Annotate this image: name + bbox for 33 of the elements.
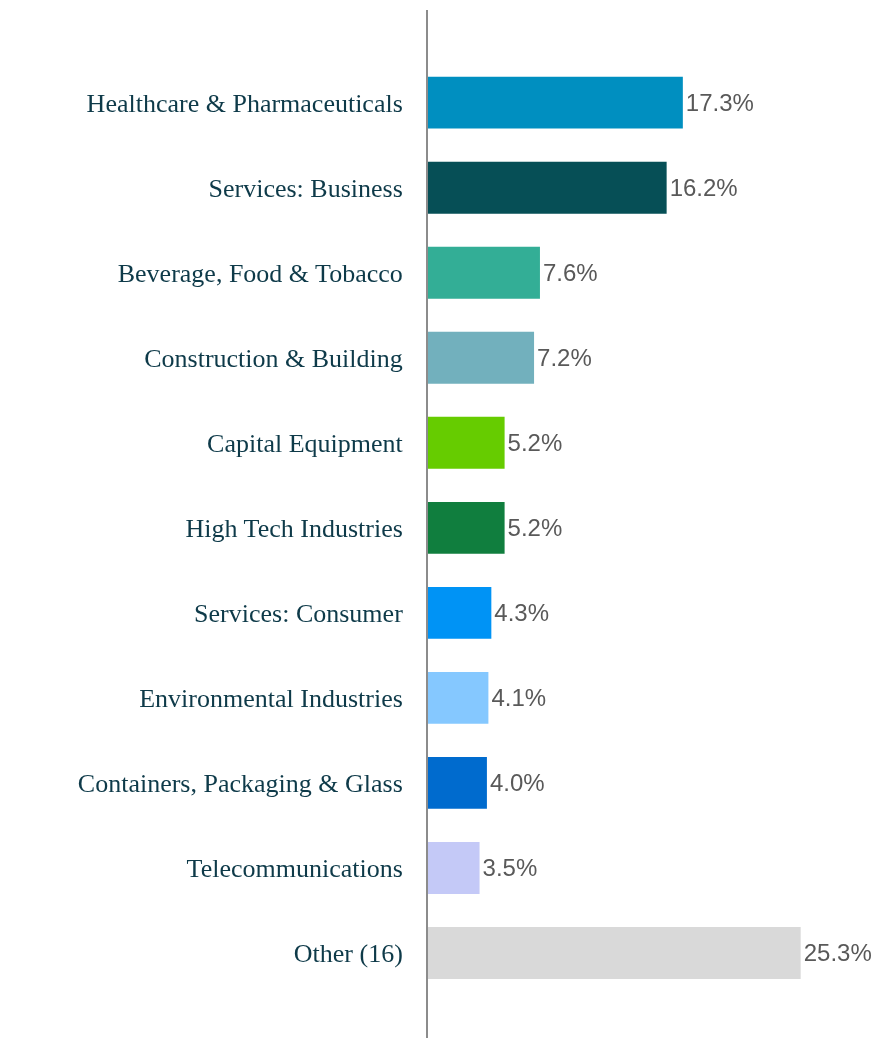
bar <box>428 756 487 809</box>
y-tick-label: Telecommunications <box>186 854 403 884</box>
data-label: 4.0% <box>489 769 545 797</box>
data-label: 17.3% <box>685 89 754 117</box>
bar <box>428 671 489 724</box>
bar <box>428 76 683 129</box>
y-tick-label: Construction & Building <box>144 343 403 373</box>
y-tick-label: Containers, Packaging & Glass <box>77 769 403 799</box>
bar <box>428 927 801 979</box>
y-tick-label: Services: Business <box>208 173 403 203</box>
bar <box>428 246 540 299</box>
bar <box>428 416 505 469</box>
data-label: 4.3% <box>494 599 550 627</box>
y-tick-label: Other (16) <box>293 939 403 969</box>
y-tick-label: Beverage, Food & Tobacco <box>117 258 403 288</box>
y-tick-label: High Tech Industries <box>185 513 403 543</box>
bar <box>428 501 505 554</box>
data-label: 5.2% <box>507 514 563 542</box>
data-label: 5.2% <box>507 429 563 457</box>
data-label: 3.5% <box>482 854 538 882</box>
bar <box>428 331 535 384</box>
bar <box>428 586 492 639</box>
y-tick-label: Healthcare & Pharmaceuticals <box>86 88 403 118</box>
data-label: 16.2% <box>669 174 738 202</box>
data-label: 4.1% <box>491 684 547 712</box>
y-tick-label: Capital Equipment <box>207 428 404 458</box>
data-label: 25.3% <box>803 939 872 967</box>
bar <box>428 842 480 894</box>
data-label: 7.2% <box>537 344 592 372</box>
data-label: 7.6% <box>542 259 598 287</box>
bar <box>428 161 667 214</box>
y-tick-label: Services: Consumer <box>194 598 404 628</box>
y-tick-label: Environmental Industries <box>139 683 403 713</box>
